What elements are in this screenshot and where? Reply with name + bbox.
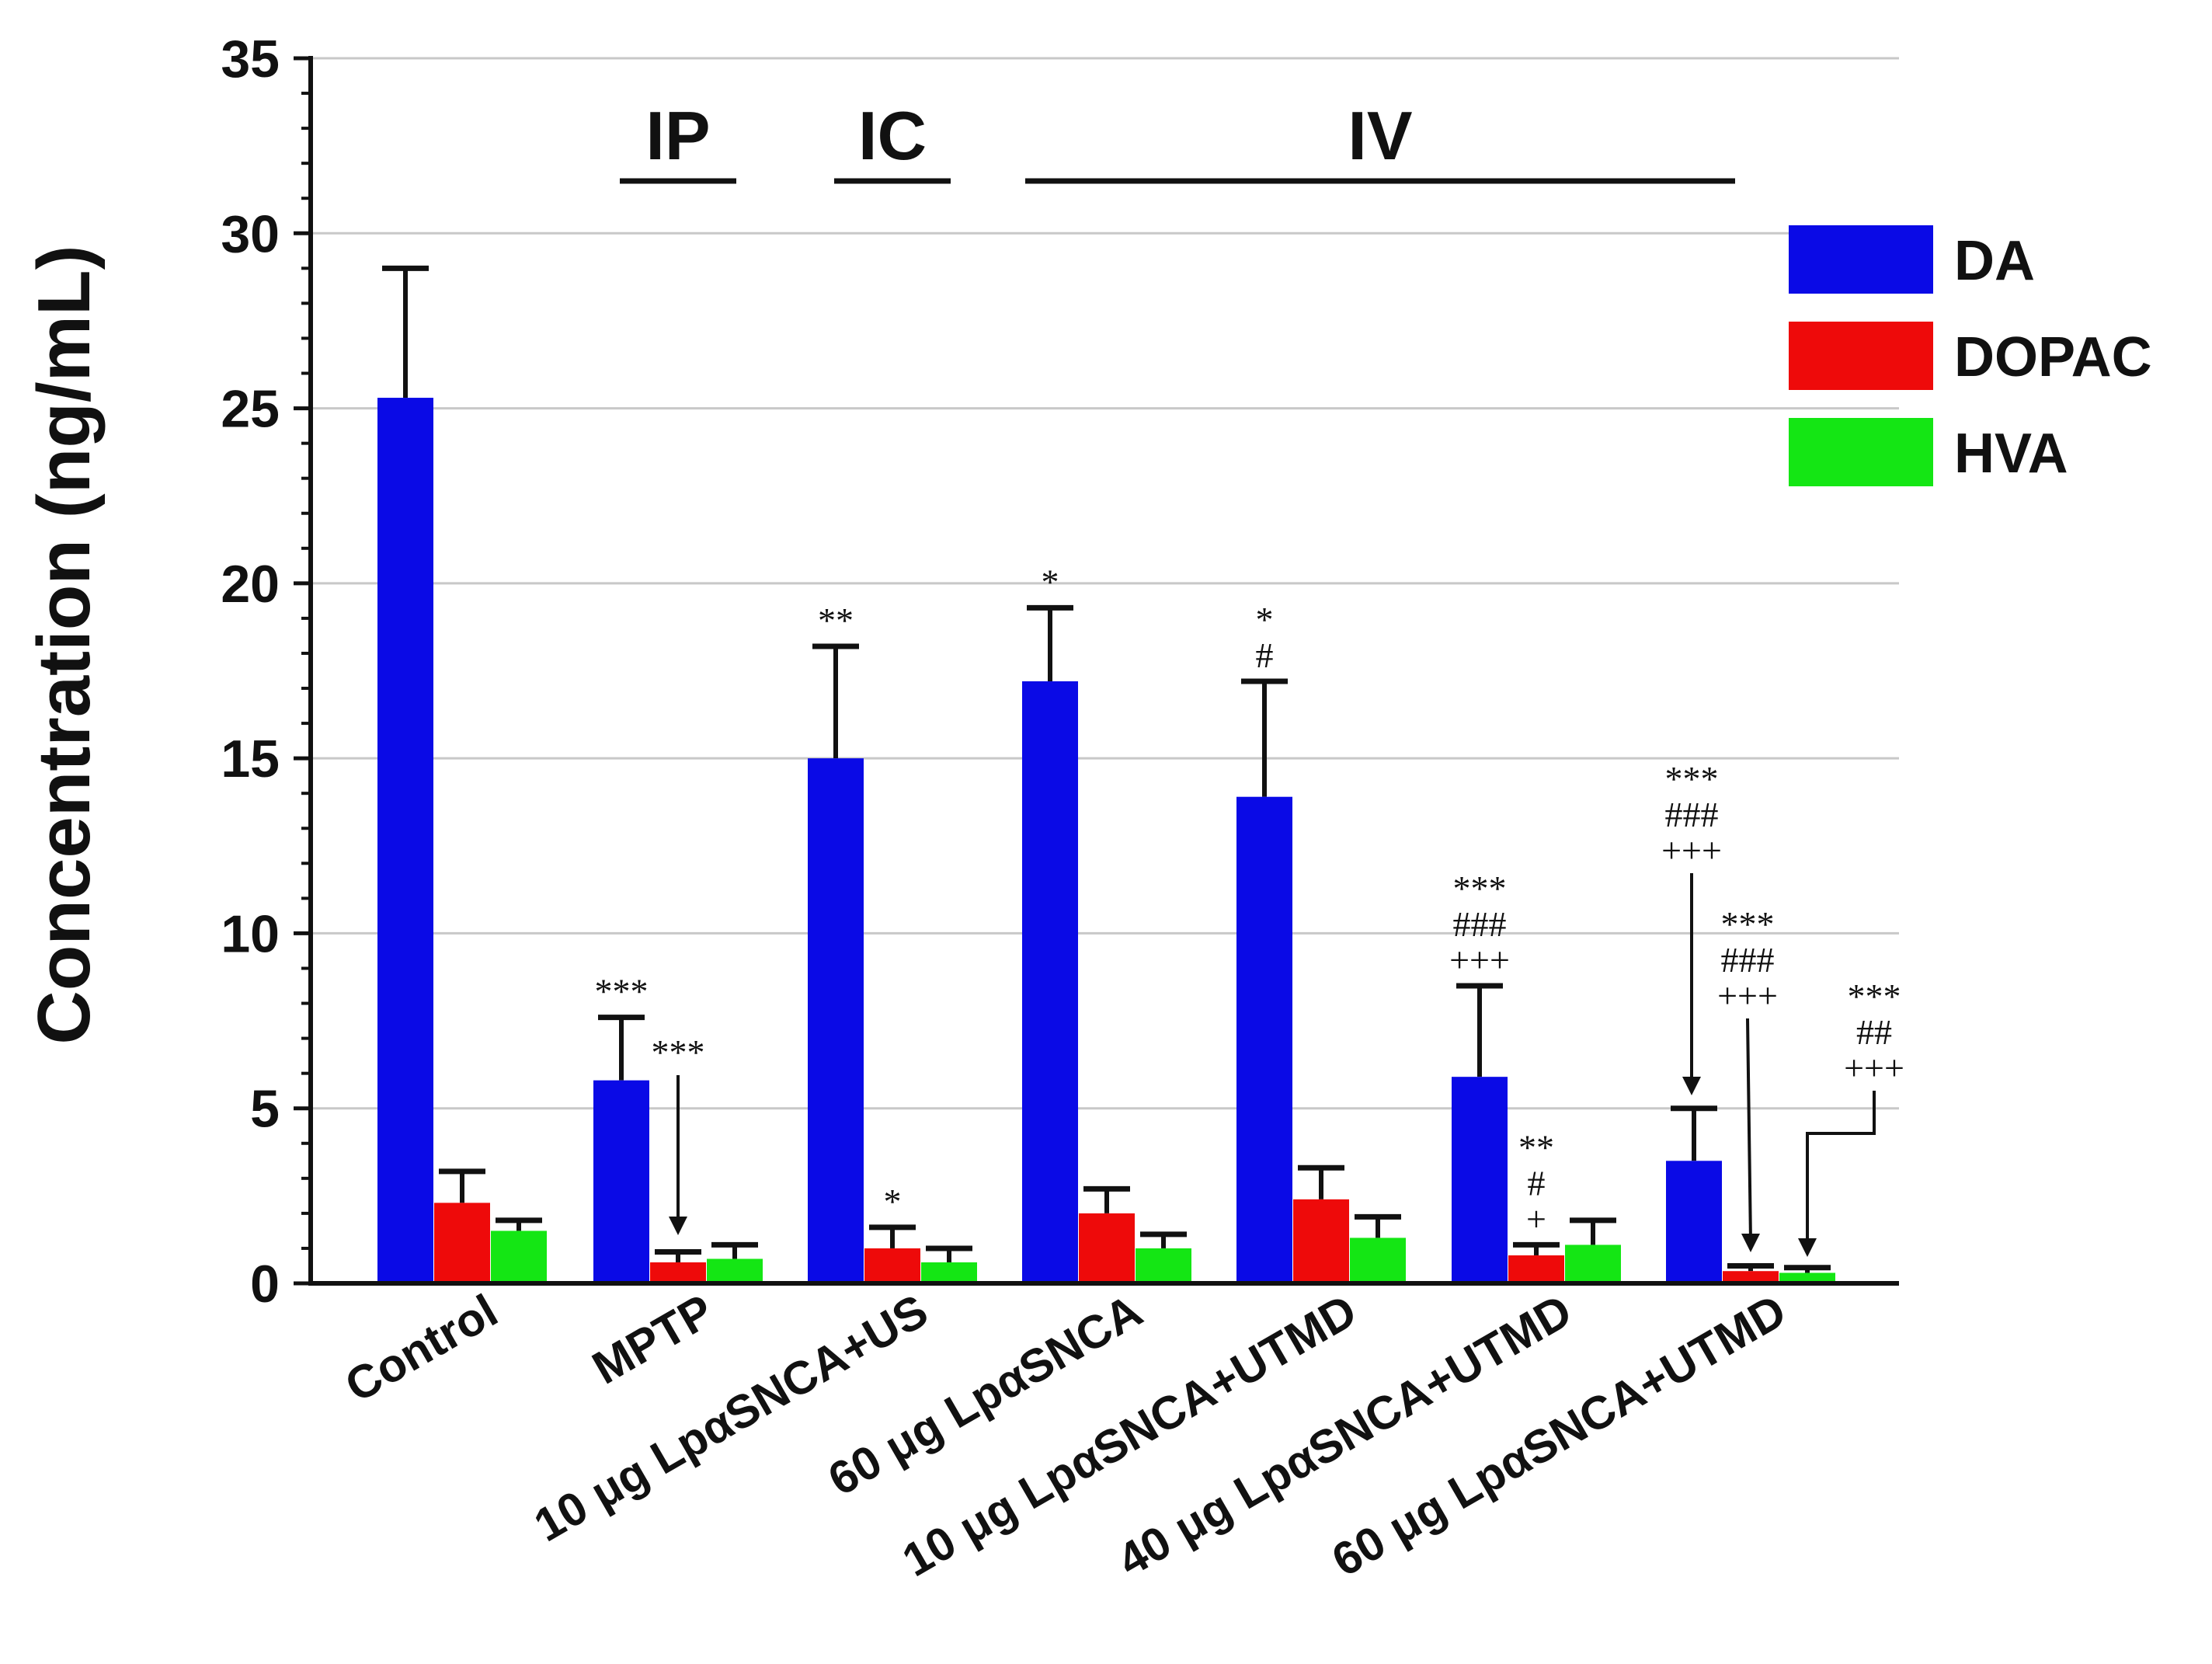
- significance-mark: *: [1256, 600, 1274, 639]
- legend[interactable]: DA DOPAC HVA: [1789, 225, 2152, 486]
- annotation-arrow-head: [669, 1217, 687, 1235]
- significance-mark: ###: [1721, 940, 1775, 980]
- y-tick-label: 5: [250, 1080, 280, 1139]
- x-category-label: 10 μg LpαSNCA+US: [526, 1284, 937, 1551]
- significance-mark: #: [1528, 1163, 1546, 1203]
- significance-mark: +++: [1717, 976, 1778, 1015]
- y-tick-label: 0: [250, 1255, 280, 1314]
- legend-label: DOPAC: [1954, 326, 2152, 388]
- bar-hva: [1779, 1272, 1835, 1283]
- y-tick-label: 15: [221, 729, 280, 788]
- bar-hva: [1565, 1245, 1621, 1283]
- significance-mark: ***: [595, 972, 649, 1011]
- significance-mark: ***: [1665, 759, 1719, 799]
- bar-dopac: [1293, 1199, 1349, 1283]
- significance-mark: ***: [1721, 904, 1775, 944]
- significance-mark: ###: [1665, 795, 1719, 834]
- bar-dopac: [1508, 1255, 1564, 1283]
- bar-dopac: [864, 1248, 920, 1283]
- annotation-arrow-line: [1746, 1018, 1752, 1242]
- route-groups: IP IC IV: [620, 97, 1735, 184]
- bar-da: [808, 758, 864, 1283]
- significance-mark: ###: [1453, 904, 1507, 944]
- bar-hva: [1350, 1238, 1406, 1283]
- gridlines: [311, 57, 1899, 1110]
- bar-dopac: [1079, 1213, 1135, 1283]
- bar-dopac: [650, 1262, 706, 1283]
- x-category-label: Control: [336, 1284, 506, 1412]
- annotation-arrow-head: [1798, 1238, 1817, 1257]
- annotation-arrow-head: [1682, 1077, 1701, 1095]
- significance-mark: ##: [1856, 1012, 1892, 1052]
- significance-mark: *: [1042, 562, 1059, 601]
- bar-da: [377, 398, 433, 1284]
- bar-hva: [491, 1231, 547, 1283]
- bars: [377, 265, 1835, 1284]
- significance-mark: *: [884, 1182, 902, 1221]
- annotation-arrow-line: [1806, 1091, 1876, 1246]
- y-axis-label: Concentration (ng/mL): [23, 245, 106, 1044]
- bar-hva: [1136, 1248, 1191, 1283]
- legend-swatch-da: [1789, 225, 1933, 294]
- significance-mark: +: [1526, 1199, 1546, 1238]
- bar-dopac: [1723, 1271, 1779, 1283]
- bar-da: [1452, 1077, 1508, 1283]
- annotation-arrow-head: [1741, 1234, 1760, 1252]
- y-tick-label: 10: [221, 904, 280, 963]
- bar-da: [1022, 681, 1078, 1283]
- y-tick-label: 35: [221, 30, 280, 89]
- significance-mark: +++: [1661, 830, 1722, 870]
- bar-hva: [921, 1262, 977, 1283]
- legend-label: HVA: [1954, 423, 2068, 485]
- y-tick-label: 30: [221, 204, 280, 263]
- significance-mark: ***: [652, 1032, 705, 1072]
- route-group-label: IV: [1348, 97, 1412, 174]
- x-category-label: MPTP: [584, 1284, 722, 1394]
- significance-mark: +++: [1844, 1048, 1904, 1088]
- significance-mark: #: [1256, 635, 1274, 675]
- bar-da: [1666, 1161, 1722, 1283]
- bar-dopac: [434, 1203, 490, 1283]
- legend-swatch-dopac: [1789, 322, 1933, 390]
- route-group-label: IC: [858, 97, 927, 174]
- significance-mark: **: [818, 601, 854, 640]
- y-tick-label: 20: [221, 555, 280, 614]
- significance-mark: ***: [1453, 869, 1507, 908]
- legend-swatch-hva: [1789, 418, 1933, 486]
- significance-mark: **: [1518, 1127, 1554, 1167]
- route-group-label: IP: [645, 97, 710, 174]
- bar-da: [593, 1080, 649, 1283]
- bar-hva: [707, 1258, 763, 1283]
- significance-annotations: ***********#***###+++**#+***###+++***###…: [595, 562, 1904, 1257]
- y-tick-label: 25: [221, 380, 280, 439]
- legend-label: DA: [1954, 230, 2035, 292]
- bar-da: [1236, 796, 1292, 1283]
- significance-mark: ***: [1848, 976, 1901, 1016]
- significance-mark: +++: [1449, 940, 1510, 980]
